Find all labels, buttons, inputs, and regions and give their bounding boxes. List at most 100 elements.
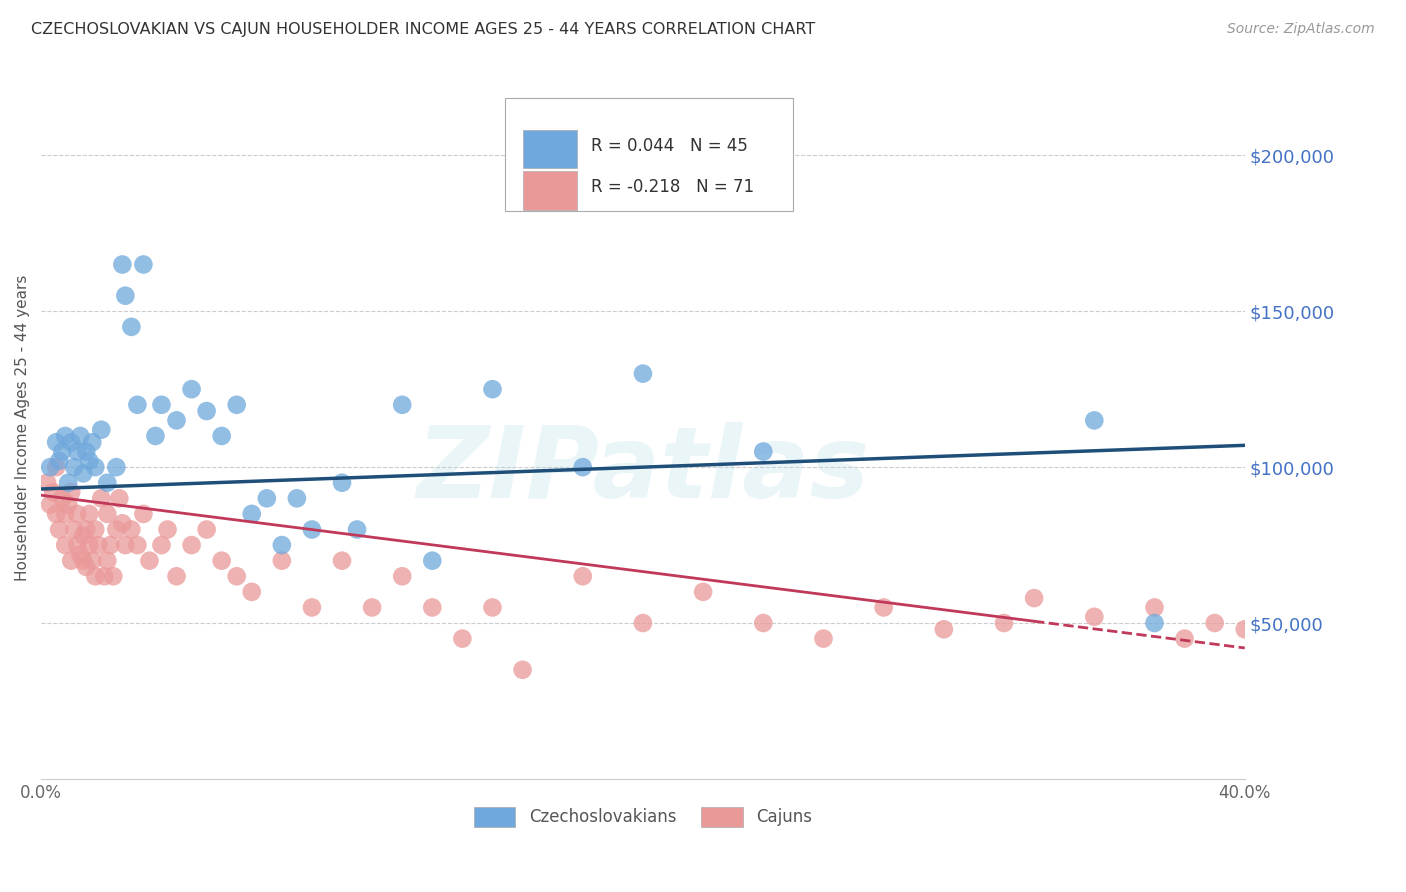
- Point: [481, 382, 503, 396]
- Point: [66, 507, 89, 521]
- Point: [39, 460, 62, 475]
- Point: [225, 398, 247, 412]
- FancyBboxPatch shape: [505, 98, 793, 211]
- Point: [225, 569, 247, 583]
- Point: [42, 485, 65, 500]
- Point: [156, 523, 179, 537]
- Point: [75, 560, 97, 574]
- Point: [631, 367, 654, 381]
- Point: [211, 554, 233, 568]
- Point: [1083, 413, 1105, 427]
- Point: [127, 538, 149, 552]
- Point: [120, 523, 142, 537]
- Point: [330, 475, 353, 490]
- Point: [72, 554, 94, 568]
- Point: [391, 569, 413, 583]
- Point: [75, 444, 97, 458]
- Point: [145, 429, 167, 443]
- Point: [1083, 609, 1105, 624]
- Point: [114, 538, 136, 552]
- Point: [96, 554, 118, 568]
- Point: [53, 538, 76, 552]
- Point: [138, 554, 160, 568]
- Point: [195, 404, 218, 418]
- Point: [45, 435, 67, 450]
- Point: [270, 554, 292, 568]
- Point: [51, 444, 73, 458]
- Point: [69, 548, 91, 562]
- Point: [752, 444, 775, 458]
- Point: [82, 554, 104, 568]
- Point: [240, 507, 263, 521]
- Point: [114, 288, 136, 302]
- Point: [87, 538, 110, 552]
- FancyBboxPatch shape: [523, 171, 576, 210]
- Point: [111, 258, 134, 272]
- Text: Source: ZipAtlas.com: Source: ZipAtlas.com: [1227, 22, 1375, 37]
- Point: [571, 460, 593, 475]
- Point: [571, 569, 593, 583]
- Point: [90, 491, 112, 506]
- Text: R = 0.044   N = 45: R = 0.044 N = 45: [591, 136, 748, 154]
- Point: [75, 523, 97, 537]
- FancyBboxPatch shape: [523, 129, 576, 169]
- Point: [93, 569, 115, 583]
- Point: [451, 632, 474, 646]
- Point: [301, 600, 323, 615]
- Point: [512, 663, 534, 677]
- Point: [150, 538, 173, 552]
- Point: [1143, 600, 1166, 615]
- Point: [98, 538, 121, 552]
- Point: [105, 523, 128, 537]
- Point: [58, 498, 80, 512]
- Point: [96, 475, 118, 490]
- Point: [77, 538, 100, 552]
- Point: [96, 507, 118, 521]
- Point: [420, 600, 443, 615]
- Point: [84, 460, 107, 475]
- Point: [82, 435, 104, 450]
- Point: [48, 523, 70, 537]
- Point: [1233, 622, 1256, 636]
- Point: [39, 498, 62, 512]
- Point: [301, 523, 323, 537]
- Point: [84, 523, 107, 537]
- Point: [111, 516, 134, 531]
- Point: [69, 429, 91, 443]
- Point: [692, 585, 714, 599]
- Point: [481, 600, 503, 615]
- Point: [84, 569, 107, 583]
- Point: [58, 475, 80, 490]
- Point: [60, 435, 83, 450]
- Point: [66, 444, 89, 458]
- Point: [53, 507, 76, 521]
- Point: [45, 460, 67, 475]
- Point: [993, 615, 1015, 630]
- Point: [166, 569, 188, 583]
- Point: [63, 523, 86, 537]
- Point: [631, 615, 654, 630]
- Point: [60, 485, 83, 500]
- Point: [1204, 615, 1226, 630]
- Point: [1143, 615, 1166, 630]
- Point: [1024, 591, 1046, 606]
- Text: CZECHOSLOVAKIAN VS CAJUN HOUSEHOLDER INCOME AGES 25 - 44 YEARS CORRELATION CHART: CZECHOSLOVAKIAN VS CAJUN HOUSEHOLDER INC…: [31, 22, 815, 37]
- Point: [211, 429, 233, 443]
- Point: [77, 507, 100, 521]
- Point: [108, 491, 131, 506]
- Point: [53, 429, 76, 443]
- Point: [60, 554, 83, 568]
- Point: [127, 398, 149, 412]
- Point: [361, 600, 384, 615]
- Point: [132, 258, 155, 272]
- Point: [285, 491, 308, 506]
- Y-axis label: Householder Income Ages 25 - 44 years: Householder Income Ages 25 - 44 years: [15, 275, 30, 582]
- Point: [195, 523, 218, 537]
- Text: ZIPatlas: ZIPatlas: [416, 422, 869, 519]
- Point: [63, 460, 86, 475]
- Point: [103, 569, 125, 583]
- Point: [180, 538, 202, 552]
- Point: [346, 523, 368, 537]
- Legend: Czechoslovakians, Cajuns: Czechoslovakians, Cajuns: [467, 800, 818, 834]
- Point: [77, 454, 100, 468]
